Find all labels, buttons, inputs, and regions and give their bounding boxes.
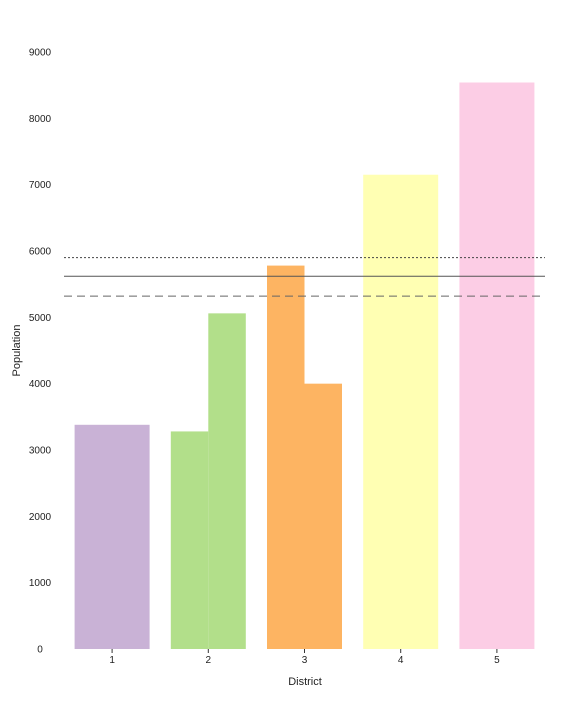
y-tick-label: 5000 [29, 313, 52, 324]
x-tick-label: 1 [109, 655, 115, 666]
x-tick-label: 5 [494, 655, 500, 666]
x-tick-label: 4 [398, 655, 404, 666]
x-axis-title: District [288, 676, 322, 688]
bars [74, 82, 535, 650]
bar-district-1 [74, 424, 150, 649]
bar-district-2-part-1 [170, 431, 209, 649]
y-tick-label: 2000 [29, 512, 52, 523]
y-tick-label: 0 [37, 645, 43, 656]
y-tick-label: 3000 [29, 446, 52, 457]
y-tick-label: 6000 [29, 247, 52, 258]
x-tick-label: 2 [206, 655, 212, 666]
y-tick-label: 9000 [29, 48, 52, 59]
y-tick-label: 8000 [29, 114, 52, 125]
bar-district-5 [459, 82, 535, 650]
y-tick-label: 7000 [29, 180, 52, 191]
bar-district-2-part-2 [208, 313, 246, 649]
y-axis-title: Population [11, 325, 23, 377]
x-axis-ticks: 1 2 3 4 5 [109, 649, 500, 666]
x-tick-label: 3 [302, 655, 308, 666]
y-tick-label: 1000 [29, 578, 52, 589]
reference-lines [64, 257, 545, 297]
bar-district-3-part-2 [304, 383, 342, 649]
y-axis-ticks: 0 1000 2000 3000 4000 5000 6000 7000 8000 9000 [29, 48, 52, 656]
bar-district-3-part-1 [267, 265, 305, 649]
y-tick-label: 4000 [29, 379, 52, 390]
bar-district-4 [363, 174, 439, 649]
